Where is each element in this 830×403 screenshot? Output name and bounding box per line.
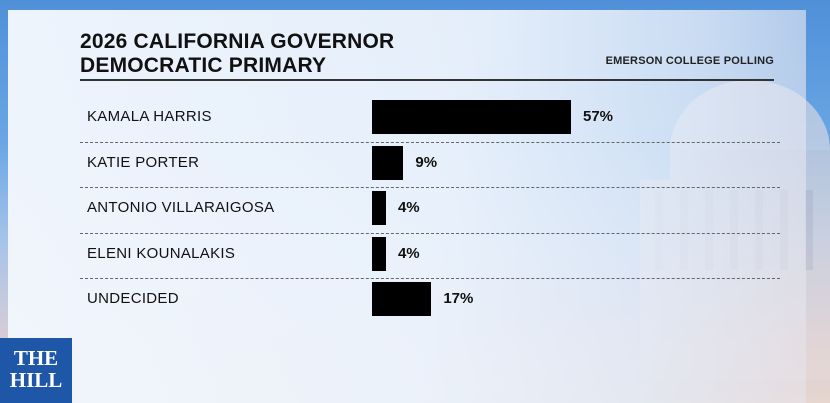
- chart-source: EMERSON COLLEGE POLLING: [605, 55, 774, 67]
- category-label: KATIE PORTER: [87, 153, 200, 171]
- value-label: 4%: [397, 199, 420, 216]
- category-label: ELENI KOUNALAKIS: [87, 244, 236, 262]
- value-label: 17%: [443, 290, 474, 307]
- row-divider: [80, 141, 780, 143]
- category-label: UNDECIDED: [87, 290, 179, 307]
- bar: [372, 100, 571, 134]
- row-divider: [80, 187, 780, 188]
- title-divider: [80, 79, 774, 81]
- category-label: ANTONIO VILLARAIGOSA: [87, 199, 275, 216]
- row-divider: [80, 278, 780, 279]
- logo-line-2: HILL: [9, 368, 63, 392]
- value-label: 9%: [415, 153, 438, 171]
- chart-panel: [8, 10, 806, 403]
- the-hill-logo: THE HILL: [0, 338, 72, 403]
- category-label: KAMALA HARRIS: [87, 108, 212, 125]
- bar: [372, 191, 386, 225]
- chart-title: 2026 CALIFORNIA GOVERNOR DEMOCRATIC PRIM…: [80, 30, 395, 77]
- bar: [372, 282, 432, 316]
- value-label: 57%: [583, 108, 614, 125]
- bar: [372, 145, 404, 180]
- row-divider: [80, 232, 780, 234]
- logo-line-1: THE: [13, 346, 59, 370]
- value-label: 4%: [397, 244, 420, 262]
- bar: [372, 236, 386, 271]
